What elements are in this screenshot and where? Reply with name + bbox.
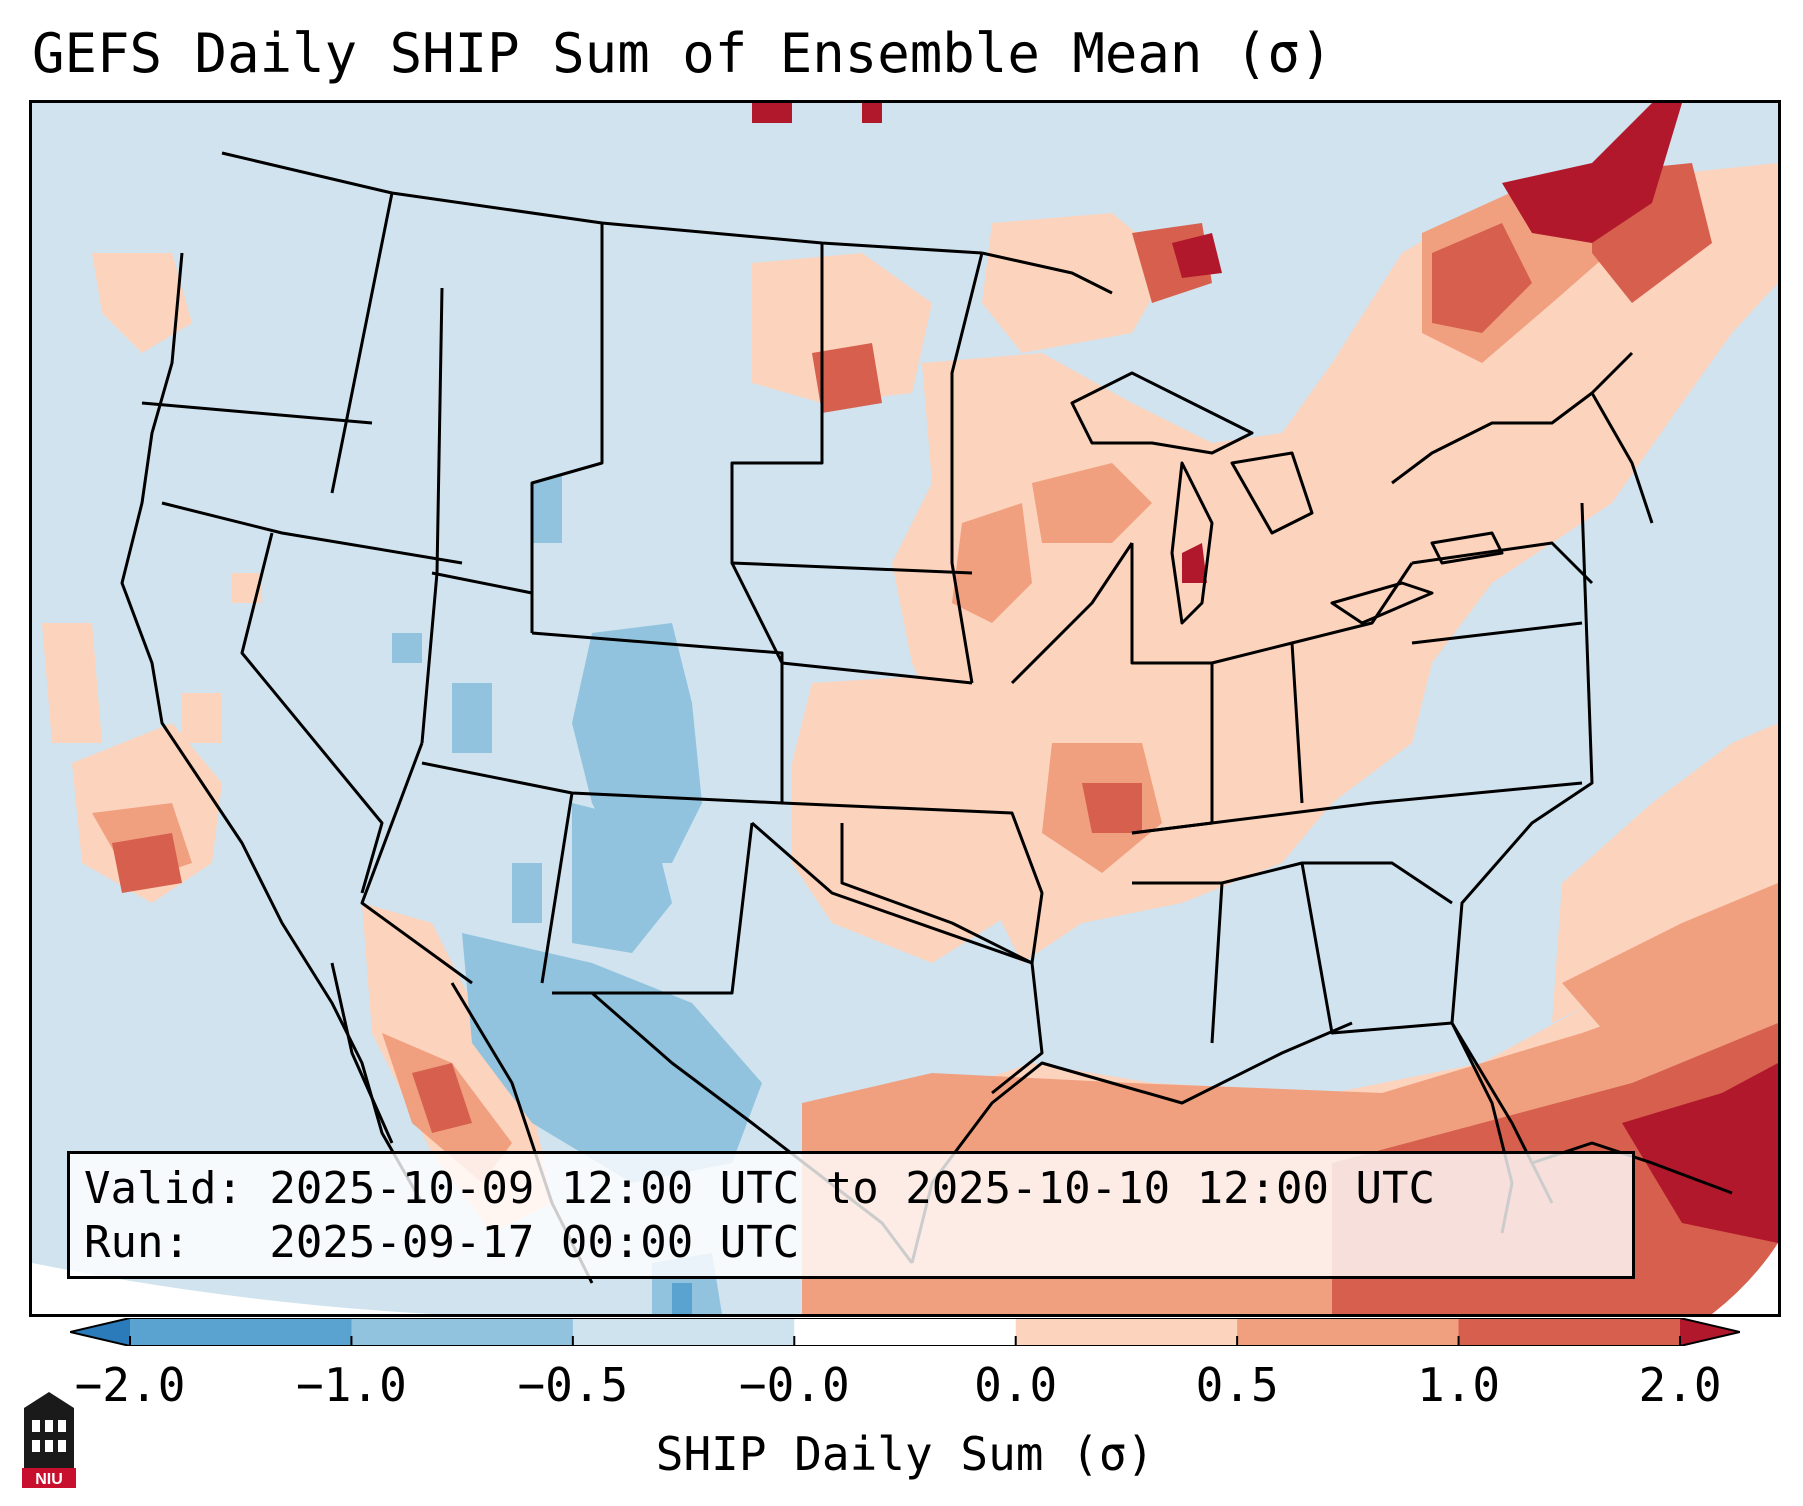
colorbar-segment [1237, 1318, 1460, 1346]
colorbar-tick-label: 2.0 [1638, 1358, 1722, 1412]
colorbar-segment [794, 1318, 1017, 1346]
colorbar-tick-label: 1.0 [1417, 1358, 1501, 1412]
negative-anomaly-light [392, 473, 762, 1314]
validity-info-box: Valid: 2025-10-09 12:00 UTC to 2025-10-1… [67, 1151, 1635, 1279]
colorbar-segment [351, 1318, 574, 1346]
political-boundaries [120, 151, 1733, 1284]
colorbar-tick-label: −2.0 [74, 1358, 186, 1412]
colorbar-segment [572, 1318, 795, 1346]
colorbar-label: SHIP Daily Sum (σ) [655, 1427, 1155, 1481]
colorbar-segment [1015, 1318, 1238, 1346]
colorbar-tick-label: 0.5 [1195, 1358, 1279, 1412]
shaded-anomaly-map [32, 103, 1778, 1314]
positive-anomaly-max [752, 103, 1778, 1243]
colorbar [70, 1318, 1740, 1346]
colorbar-tick-label: −1.0 [296, 1358, 407, 1412]
map-title: GEFS Daily SHIP Sum of Ensemble Mean (σ) [32, 22, 1333, 85]
colorbar-extend-low [70, 1318, 130, 1346]
logo-text: NIU [35, 1471, 63, 1488]
colorbar-segment [1458, 1318, 1681, 1346]
negative-anomaly-mid [672, 1283, 692, 1314]
colorbar-tick-label: 0.0 [974, 1358, 1058, 1412]
colorbar-extend-high [1680, 1318, 1740, 1346]
colorbar-segment [130, 1318, 352, 1346]
colorbar-tick-label: −0.5 [517, 1358, 629, 1412]
map-panel[interactable] [29, 100, 1781, 1317]
run-time-line: Run: 2025-09-17 00:00 UTC [84, 1217, 800, 1268]
niu-logo: NIU [22, 1392, 76, 1488]
valid-time-line: Valid: 2025-10-09 12:00 UTC to 2025-10-1… [84, 1163, 1436, 1214]
colorbar-tick-label: −0.0 [738, 1358, 850, 1412]
